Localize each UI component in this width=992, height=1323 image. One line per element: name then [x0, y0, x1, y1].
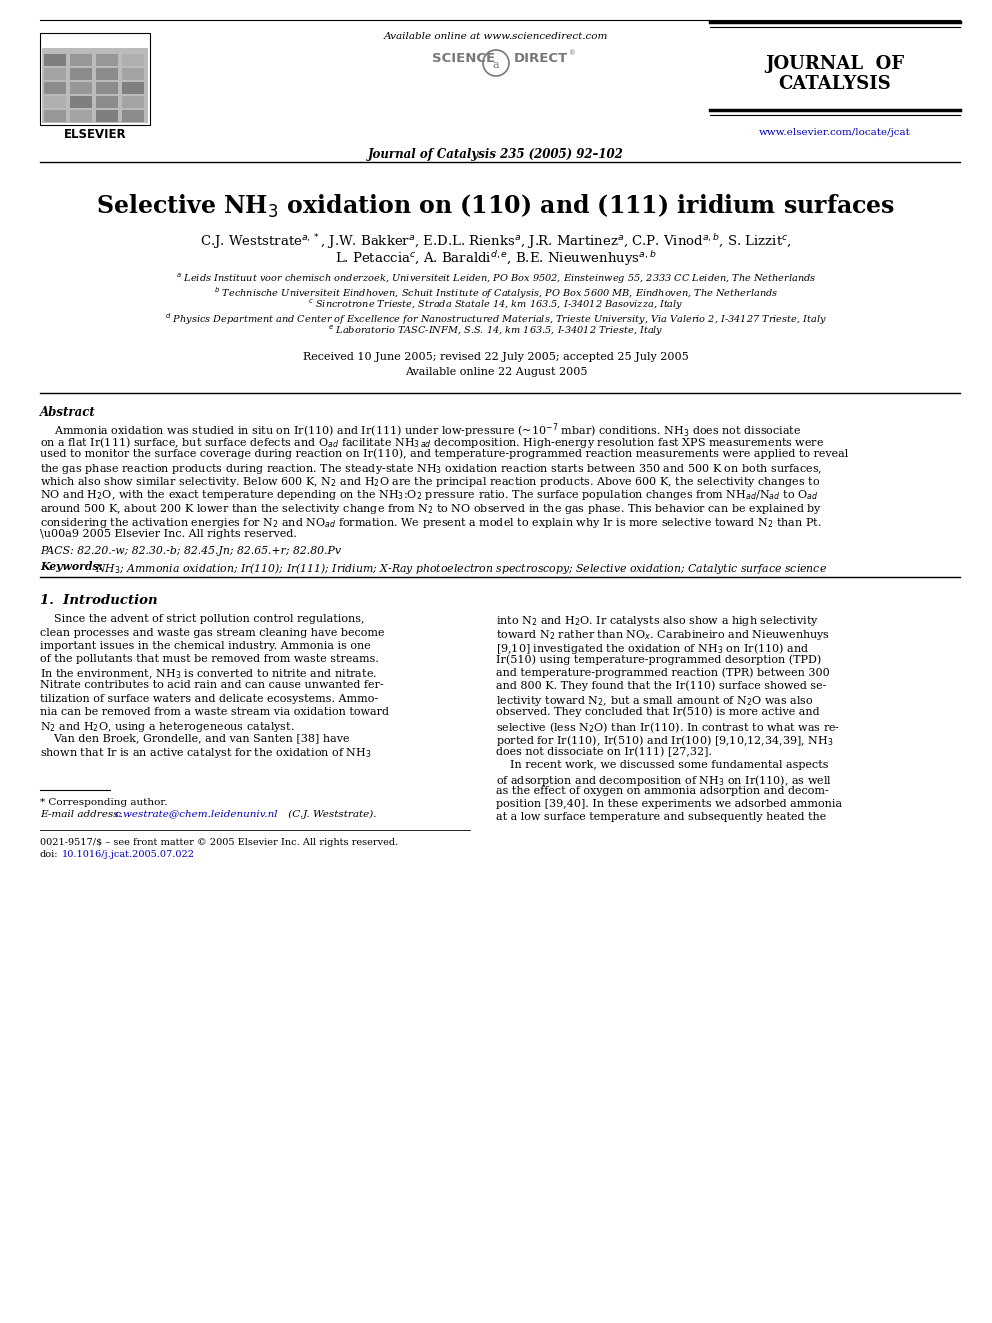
Bar [70, 97, 92, 108]
Text: Available online 22 August 2005: Available online 22 August 2005 [405, 366, 587, 377]
Bar [44, 54, 66, 66]
Text: doi:: doi: [40, 849, 59, 859]
Text: * Corresponding author.: * Corresponding author. [40, 798, 168, 807]
Text: shown that Ir is an active catalyst for the oxidation of NH$_3$: shown that Ir is an active catalyst for … [40, 746, 372, 761]
Text: SCIENCE: SCIENCE [432, 52, 495, 65]
Text: clean processes and waste gas stream cleaning have become: clean processes and waste gas stream cle… [40, 627, 385, 638]
Text: Abstract: Abstract [40, 406, 96, 419]
Text: at a low surface temperature and subsequently heated the: at a low surface temperature and subsequ… [496, 812, 826, 823]
Text: Ammonia oxidation was studied in situ on Ir(110) and Ir(111) under low-pressure : Ammonia oxidation was studied in situ on… [40, 421, 802, 439]
Text: Ir(510) using temperature-programmed desorption (TPD): Ir(510) using temperature-programmed des… [496, 654, 821, 664]
Bar [96, 97, 118, 108]
Text: nia can be removed from a waste stream via oxidation toward: nia can be removed from a waste stream v… [40, 706, 389, 717]
Text: $^b$ Technische Universiteit Eindhoven, Schuit Institute of Catalysis, PO Box 56: $^b$ Technische Universiteit Eindhoven, … [213, 284, 779, 300]
Bar [122, 97, 144, 108]
Bar [40, 33, 150, 124]
Text: of adsorption and decomposition of NH$_3$ on Ir(110), as well: of adsorption and decomposition of NH$_3… [496, 773, 832, 789]
Text: used to monitor the surface coverage during reaction on Ir(110), and temperature: used to monitor the surface coverage dur… [40, 448, 848, 459]
Bar [44, 110, 66, 122]
Text: the gas phase reaction products during reaction. The steady-state NH$_3$ oxidati: the gas phase reaction products during r… [40, 462, 822, 475]
Text: c.westrate@chem.leidenuniv.nl: c.westrate@chem.leidenuniv.nl [115, 810, 279, 819]
Text: which also show similar selectivity. Below 600 K, N$_2$ and H$_2$O are the princ: which also show similar selectivity. Bel… [40, 475, 820, 490]
Bar [122, 82, 144, 94]
Text: 10.1016/j.jcat.2005.07.022: 10.1016/j.jcat.2005.07.022 [62, 849, 195, 859]
Text: important issues in the chemical industry. Ammonia is one: important issues in the chemical industr… [40, 640, 371, 651]
Bar [96, 67, 118, 79]
Text: $^e$ Laboratorio TASC-INFM, S.S. 14, km 163.5, I-34012 Trieste, Italy: $^e$ Laboratorio TASC-INFM, S.S. 14, km … [328, 324, 664, 339]
Bar [96, 110, 118, 122]
Text: (C.J. Weststrate).: (C.J. Weststrate). [285, 810, 377, 819]
Text: Selective NH$_3$ oxidation on (110) and (111) iridium surfaces: Selective NH$_3$ oxidation on (110) and … [96, 193, 896, 220]
Text: considering the activation energies for N$_2$ and NO$_{ad}$ formation. We presen: considering the activation energies for … [40, 516, 821, 529]
Text: [9,10] investigated the oxidation of NH$_3$ on Ir(110) and: [9,10] investigated the oxidation of NH$… [496, 640, 809, 656]
Bar [96, 54, 118, 66]
Bar [44, 97, 66, 108]
Text: tilization of surface waters and delicate ecosystems. Ammo-: tilization of surface waters and delicat… [40, 693, 378, 704]
Bar [44, 82, 66, 94]
Text: Keywords:: Keywords: [40, 561, 106, 572]
Bar [70, 82, 92, 94]
Text: selective (less N$_2$O) than Ir(110). In contrast to what was re-: selective (less N$_2$O) than Ir(110). In… [496, 720, 840, 734]
Text: JOURNAL  OF: JOURNAL OF [766, 56, 905, 73]
Text: 0021-9517/$ – see front matter © 2005 Elsevier Inc. All rights reserved.: 0021-9517/$ – see front matter © 2005 El… [40, 837, 398, 847]
Text: toward N$_2$ rather than NO$_x$. Carabineiro and Nieuwenhuys: toward N$_2$ rather than NO$_x$. Carabin… [496, 627, 830, 642]
Bar [44, 67, 66, 79]
Text: CATALYSIS: CATALYSIS [779, 75, 892, 93]
Bar [70, 54, 92, 66]
Text: around 500 K, about 200 K lower than the selectivity change from N$_2$ to NO obs: around 500 K, about 200 K lower than the… [40, 501, 822, 516]
Text: L. Petaccia$^c$, A. Baraldi$^{d,e}$, B.E. Nieuwenhuys$^{a,b}$: L. Petaccia$^c$, A. Baraldi$^{d,e}$, B.E… [335, 249, 657, 267]
Text: www.elsevier.com/locate/jcat: www.elsevier.com/locate/jcat [759, 128, 911, 138]
Text: Since the advent of strict pollution control regulations,: Since the advent of strict pollution con… [40, 614, 364, 624]
Text: $^\circledR$: $^\circledR$ [568, 50, 575, 60]
Text: position [39,40]. In these experiments we adsorbed ammonia: position [39,40]. In these experiments w… [496, 799, 842, 810]
Bar [70, 67, 92, 79]
Text: $^d$ Physics Department and Center of Excellence for Nanostructured Materials, T: $^d$ Physics Department and Center of Ex… [165, 311, 827, 327]
Text: and 800 K. They found that the Ir(110) surface showed se-: and 800 K. They found that the Ir(110) s… [496, 680, 826, 691]
Text: In recent work, we discussed some fundamental aspects: In recent work, we discussed some fundam… [496, 759, 828, 770]
Text: DIRECT: DIRECT [514, 52, 568, 65]
Text: \u00a9 2005 Elsevier Inc. All rights reserved.: \u00a9 2005 Elsevier Inc. All rights res… [40, 529, 297, 538]
Text: observed. They concluded that Ir(510) is more active and: observed. They concluded that Ir(510) is… [496, 706, 819, 717]
Text: In the environment, NH$_3$ is converted to nitrite and nitrate.: In the environment, NH$_3$ is converted … [40, 667, 377, 681]
Text: Journal of Catalysis 235 (2005) 92–102: Journal of Catalysis 235 (2005) 92–102 [368, 148, 624, 161]
Text: E-mail address:: E-mail address: [40, 810, 125, 819]
Bar [122, 110, 144, 122]
Bar [70, 110, 92, 122]
Text: as the effect of oxygen on ammonia adsorption and decom-: as the effect of oxygen on ammonia adsor… [496, 786, 828, 796]
Bar [122, 54, 144, 66]
Text: PACS: 82.20.-w; 82.30.-b; 82.45.Jn; 82.65.+r; 82.80.Pv: PACS: 82.20.-w; 82.30.-b; 82.45.Jn; 82.6… [40, 546, 341, 557]
Text: NO and H$_2$O, with the exact temperature depending on the NH$_3$:O$_2$ pressure: NO and H$_2$O, with the exact temperatur… [40, 488, 818, 503]
Bar [96, 82, 118, 94]
Text: ELSEVIER: ELSEVIER [63, 128, 126, 142]
Text: NH$_3$; Ammonia oxidation; Ir(110); Ir(111); Iridium; X-Ray photoelectron spectr: NH$_3$; Ammonia oxidation; Ir(110); Ir(1… [95, 561, 827, 576]
Bar [122, 67, 144, 79]
Text: and temperature-programmed reaction (TPR) between 300: and temperature-programmed reaction (TPR… [496, 667, 829, 677]
Text: N$_2$ and H$_2$O, using a heterogeneous catalyst.: N$_2$ and H$_2$O, using a heterogeneous … [40, 720, 295, 734]
Text: lectivity toward N$_2$, but a small amount of N$_2$O was also: lectivity toward N$_2$, but a small amou… [496, 693, 813, 708]
Text: into N$_2$ and H$_2$O. Ir catalysts also show a high selectivity: into N$_2$ and H$_2$O. Ir catalysts also… [496, 614, 819, 628]
Bar [42, 48, 148, 123]
Text: Nitrate contributes to acid rain and can cause unwanted fer-: Nitrate contributes to acid rain and can… [40, 680, 384, 691]
Text: 1.  Introduction: 1. Introduction [40, 594, 158, 607]
Text: Available online at www.sciencedirect.com: Available online at www.sciencedirect.co… [384, 32, 608, 41]
Text: on a flat Ir(111) surface, but surface defects and O$_{ad}$ facilitate NH$_{3\,a: on a flat Ir(111) surface, but surface d… [40, 434, 824, 450]
Text: Received 10 June 2005; revised 22 July 2005; accepted 25 July 2005: Received 10 June 2005; revised 22 July 2… [304, 352, 688, 363]
Text: $^c$ Sincrotrone Trieste, Strada Statale 14, km 163.5, I-34012 Basovizza, Italy: $^c$ Sincrotrone Trieste, Strada Statale… [309, 298, 683, 312]
Text: C.J. Weststrate$^{a,*}$, J.W. Bakker$^a$, E.D.L. Rienks$^a$, J.R. Martinez$^a$, : C.J. Weststrate$^{a,*}$, J.W. Bakker$^a$… [200, 232, 792, 251]
Text: does not dissociate on Ir(111) [27,32].: does not dissociate on Ir(111) [27,32]. [496, 746, 712, 757]
Text: Van den Broek, Grondelle, and van Santen [38] have: Van den Broek, Grondelle, and van Santen… [40, 733, 349, 744]
Text: of the pollutants that must be removed from waste streams.: of the pollutants that must be removed f… [40, 654, 379, 664]
Text: a: a [493, 60, 499, 70]
Text: $^a$ Leids Instituut voor chemisch onderzoek, Universiteit Leiden, PO Box 9502, : $^a$ Leids Instituut voor chemisch onder… [176, 273, 816, 286]
Text: ported for Ir(110), Ir(510) and Ir(100) [9,10,12,34,39], NH$_3$: ported for Ir(110), Ir(510) and Ir(100) … [496, 733, 833, 749]
